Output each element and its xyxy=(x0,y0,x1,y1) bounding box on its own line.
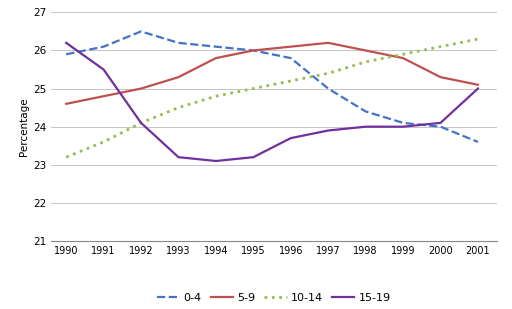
Legend: 0-4, 5-9, 10-14, 15-19: 0-4, 5-9, 10-14, 15-19 xyxy=(153,288,395,307)
5-9 xyxy=(400,56,406,60)
15-19 xyxy=(437,121,443,125)
Line: 15-19: 15-19 xyxy=(66,43,478,161)
10-14 xyxy=(250,87,257,91)
5-9 xyxy=(288,45,294,49)
5-9 xyxy=(100,94,106,98)
10-14 xyxy=(475,37,481,41)
10-14 xyxy=(63,155,69,159)
15-19 xyxy=(475,87,481,91)
5-9 xyxy=(362,49,369,52)
10-14 xyxy=(437,45,443,49)
15-19 xyxy=(362,125,369,129)
10-14 xyxy=(100,140,106,144)
15-19 xyxy=(250,155,257,159)
5-9 xyxy=(437,75,443,79)
15-19 xyxy=(100,68,106,71)
Y-axis label: Percentage: Percentage xyxy=(19,97,29,156)
Line: 0-4: 0-4 xyxy=(66,32,478,142)
15-19 xyxy=(138,121,144,125)
0-4 xyxy=(400,121,406,125)
15-19 xyxy=(213,159,219,163)
15-19 xyxy=(288,136,294,140)
0-4 xyxy=(362,110,369,113)
0-4 xyxy=(100,45,106,49)
15-19 xyxy=(176,155,182,159)
5-9 xyxy=(138,87,144,91)
5-9 xyxy=(63,102,69,106)
0-4 xyxy=(437,125,443,129)
0-4 xyxy=(475,140,481,144)
10-14 xyxy=(325,71,331,75)
0-4 xyxy=(288,56,294,60)
10-14 xyxy=(176,106,182,109)
10-14 xyxy=(400,53,406,56)
0-4 xyxy=(250,49,257,52)
5-9 xyxy=(213,56,219,60)
10-14 xyxy=(288,79,294,83)
0-4 xyxy=(325,87,331,91)
10-14 xyxy=(213,94,219,98)
Line: 5-9: 5-9 xyxy=(66,43,478,104)
0-4 xyxy=(213,45,219,49)
15-19 xyxy=(400,125,406,129)
0-4 xyxy=(63,53,69,56)
5-9 xyxy=(325,41,331,45)
Line: 10-14: 10-14 xyxy=(66,39,478,157)
15-19 xyxy=(325,129,331,132)
0-4 xyxy=(176,41,182,45)
0-4 xyxy=(138,30,144,33)
10-14 xyxy=(138,121,144,125)
10-14 xyxy=(362,60,369,64)
5-9 xyxy=(475,83,481,87)
5-9 xyxy=(250,49,257,52)
15-19 xyxy=(63,41,69,45)
5-9 xyxy=(176,75,182,79)
